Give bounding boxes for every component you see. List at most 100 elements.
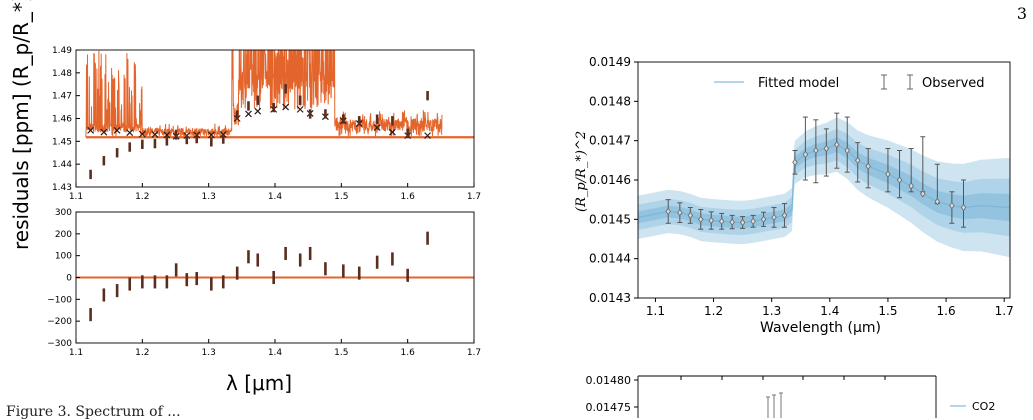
y-tick-label: 0.01480	[586, 374, 632, 387]
right-x-axis-label: Wavelength (μm)	[760, 320, 881, 336]
x-tick-label: 1.5	[878, 304, 897, 318]
left-top-panel: 1.1 1.2 1.3 1.4 1.5 1.6 1.7 1.43 1.44 1.45 1.46 1.4…	[52, 46, 481, 202]
binned-model-marker	[126, 129, 134, 137]
right-y-axis-label: (R_p/R_*)^2	[574, 131, 589, 212]
y-tick-label: 0.0145	[589, 212, 631, 226]
y-tick-label: 0.0143	[589, 291, 631, 305]
x-tick-label: 1.2	[135, 192, 149, 202]
x-tick-label: 1.1	[69, 192, 83, 202]
x-tick-label: 1.3	[202, 348, 216, 358]
right-lower-panel: 0.01480 0.01475 CO2	[586, 374, 995, 418]
x-tick-label: 1.6	[401, 348, 416, 358]
y-tick-label: 0.0146	[589, 173, 631, 187]
y-tick-label: 1.45	[52, 137, 72, 147]
y-tick-label: 100	[55, 252, 72, 262]
y-tick-label: 1.43	[52, 183, 72, 193]
y-tick-label: 1.48	[52, 69, 72, 79]
left-bottom-panel: 1.1 1.2 1.3 1.4 1.5 1.6 1.7 300 200 100 0 −100 −200 −…	[47, 208, 481, 358]
y-tick-label: 0	[66, 274, 72, 284]
legend-observed-label: Observed	[922, 76, 985, 91]
binned-model-marker	[100, 128, 108, 136]
binned-model-marker	[87, 126, 95, 134]
binned-model-diamond	[708, 216, 714, 225]
y-tick-label: 0.0147	[589, 134, 631, 148]
y-tick-label: 1.49	[52, 46, 72, 56]
binned-model-diamond	[698, 215, 704, 224]
x-tick-label: 1.2	[135, 348, 149, 358]
y-tick-label: 300	[55, 208, 72, 218]
binned-model-marker	[373, 124, 381, 132]
x-tick-label: 1.4	[820, 304, 839, 318]
binned-model-diamond	[750, 217, 756, 225]
y-tick-label: 200	[55, 230, 72, 240]
binned-model-marker	[388, 128, 396, 136]
binned-model-diamond	[781, 211, 788, 220]
y-tick-label: 0.0149	[589, 55, 631, 69]
binned-model-diamond	[665, 207, 671, 216]
x-tick-label: 1.1	[646, 304, 665, 318]
binned-model-diamond	[739, 218, 746, 227]
model-bands-group	[638, 117, 1010, 258]
binned-model-diamond	[844, 146, 850, 155]
binned-model-diamond	[760, 215, 767, 224]
y-tick-label: 1.47	[52, 92, 72, 102]
y-tick-label: −200	[47, 317, 72, 327]
binned-model-diamond	[823, 144, 830, 153]
model-spectrum-line	[85, 50, 443, 138]
right-main-panel: 1.1 1.2 1.3 1.4 1.5 1.6 1.7 0.0149 0.0148 0.0147 0…	[589, 55, 1014, 318]
x-tick-label: 1.5	[334, 348, 348, 358]
binned-model-marker	[163, 131, 171, 139]
binned-model-marker	[254, 107, 262, 115]
figure-caption: Figure 3. Spectrum of ...	[6, 404, 181, 420]
x-tick-label: 1.7	[467, 348, 481, 358]
binned-model-marker	[138, 130, 146, 138]
y-tick-label: 0.0144	[589, 252, 631, 266]
binned-model-marker	[424, 132, 431, 140]
y-tick-label: −100	[47, 295, 72, 305]
legend-co2-label: CO2	[972, 400, 995, 413]
x-tick-label: 1.3	[202, 192, 216, 202]
binned-model-diamond	[885, 170, 891, 178]
binned-model-marker	[282, 103, 290, 111]
page-number: 3	[1016, 4, 1027, 23]
binned-model-marker	[113, 126, 121, 134]
binned-model-diamond	[813, 146, 819, 155]
model-band-inner	[638, 137, 1010, 229]
x-tick-label: 1.2	[704, 304, 723, 318]
model-spectrum-group	[85, 50, 474, 139]
legend-model-label: Fitted model	[758, 76, 839, 91]
binned-model-diamond	[949, 201, 955, 210]
binned-model-diamond	[865, 162, 871, 170]
binned-model-marker	[151, 131, 159, 138]
y-tick-label: 1.46	[52, 115, 72, 125]
binned-model-diamond	[896, 176, 903, 184]
binned-model-diamond	[729, 218, 735, 226]
binned-model-marker	[207, 131, 215, 139]
y-tick-label: −300	[47, 339, 72, 349]
binned-model-diamond	[855, 156, 861, 165]
binned-model-marker	[296, 105, 304, 113]
model-band-middle	[638, 128, 1010, 237]
binned-model-diamond	[908, 182, 914, 190]
x-tick-label: 1.5	[334, 192, 348, 202]
x-tick-label: 1.7	[467, 192, 481, 202]
x-tick-label: 1.4	[268, 348, 283, 358]
legend: Fitted model Observed	[714, 74, 985, 91]
y-tick-label: 1.44	[52, 160, 72, 170]
binned-model-diamond	[934, 197, 941, 206]
x-tick-label: 1.6	[401, 192, 416, 202]
left-y-axis-label: residuals [ppm] (R_p/R_*)^2 [%]	[9, 0, 33, 250]
y-tick-label: 0.0148	[589, 94, 631, 108]
binned-model-diamond	[920, 190, 926, 198]
x-tick-label: 1.7	[995, 304, 1014, 318]
x-tick-label: 1.6	[937, 304, 956, 318]
binned-model-diamond	[834, 140, 840, 149]
x-tick-label: 1.4	[268, 192, 283, 202]
x-tick-label: 1.1	[69, 348, 83, 358]
binned-model-marker	[245, 110, 252, 118]
binned-model-diamond	[677, 208, 683, 217]
binned-model-diamond	[687, 211, 694, 220]
binned-model-diamond	[792, 158, 798, 166]
binned-model-diamond	[960, 203, 967, 212]
